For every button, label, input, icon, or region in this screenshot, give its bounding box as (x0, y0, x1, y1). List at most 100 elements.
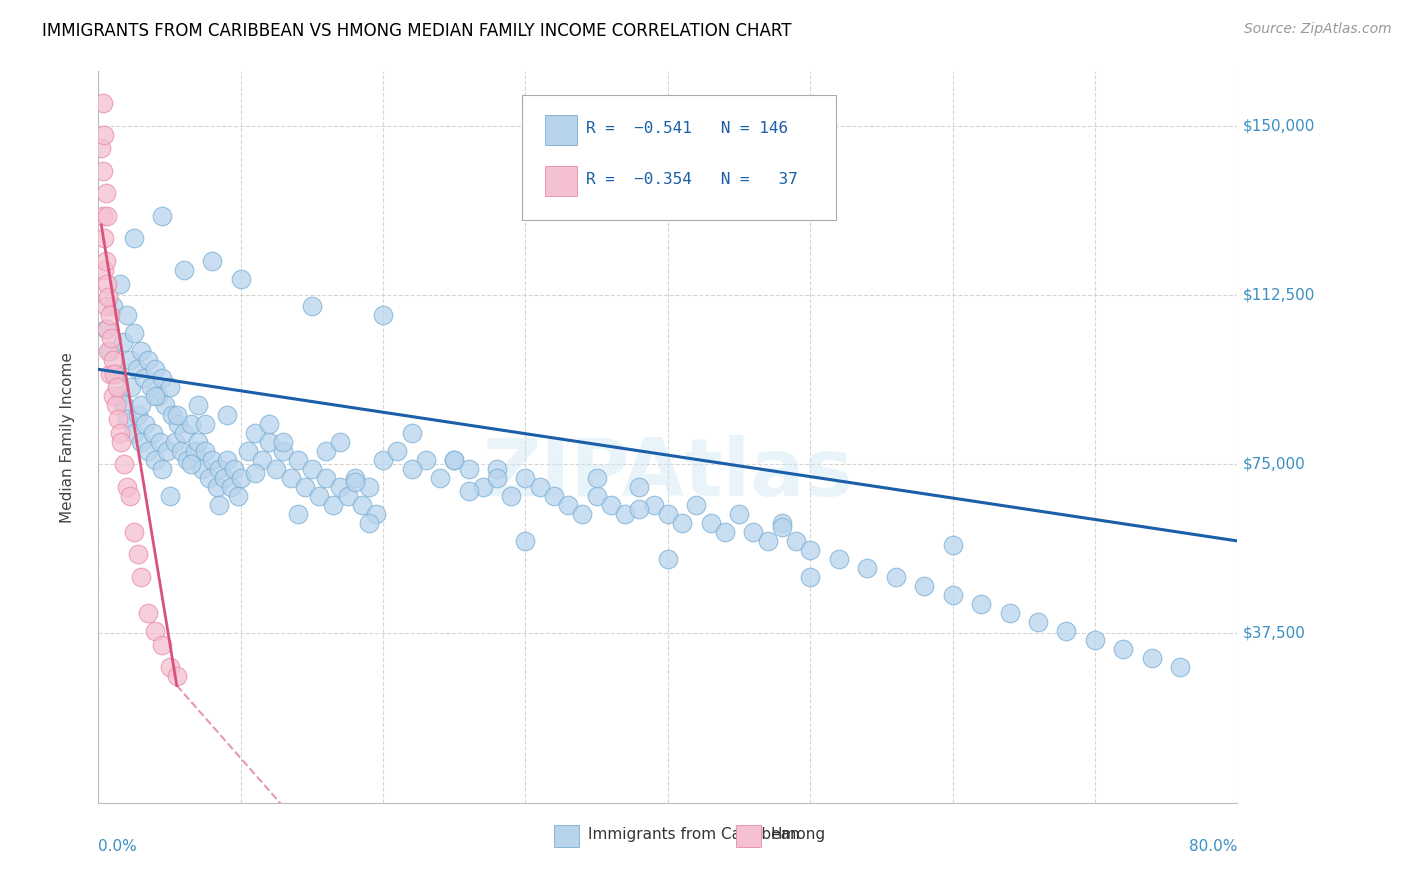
Point (557, 498, 579, 512)
Point (115, 412, 138, 426)
Text: Immigrants from Caribbean: Immigrants from Caribbean (588, 827, 800, 842)
Point (236, 443, 259, 458)
Point (205, 480, 228, 494)
Point (132, 371, 155, 385)
Point (159, 489, 181, 503)
Point (97, 344, 120, 359)
Point (728, 507, 751, 521)
Point (145, 452, 167, 467)
Point (457, 484, 479, 499)
Point (671, 516, 693, 530)
Point (315, 443, 337, 458)
Point (94, 299, 117, 313)
Point (145, 389, 167, 403)
Point (96, 209, 118, 223)
Point (1112, 642, 1135, 657)
Point (415, 452, 437, 467)
Point (1084, 633, 1107, 648)
Point (308, 489, 330, 503)
Point (912, 579, 935, 593)
Point (329, 434, 352, 449)
Point (94, 186, 117, 201)
Point (571, 507, 593, 521)
Point (401, 425, 423, 440)
Point (343, 475, 366, 490)
Point (173, 425, 195, 440)
Point (259, 434, 281, 449)
Point (219, 480, 242, 494)
Point (94, 322, 117, 336)
Text: ZIPAtlas: ZIPAtlas (482, 434, 853, 513)
Text: $75,000: $75,000 (1243, 457, 1306, 472)
Point (529, 480, 551, 494)
Point (148, 389, 170, 403)
Point (166, 408, 188, 422)
Point (1026, 615, 1049, 630)
Bar (554, 825, 579, 847)
Point (515, 471, 537, 485)
Point (614, 507, 637, 521)
Point (98, 367, 121, 381)
Point (108, 425, 131, 440)
Point (657, 552, 679, 566)
Point (215, 408, 238, 422)
Point (280, 471, 302, 485)
Point (112, 399, 135, 413)
Point (136, 353, 159, 368)
Point (998, 606, 1021, 620)
Point (129, 434, 152, 449)
Point (91, 95, 114, 110)
Point (122, 326, 145, 341)
Point (112, 457, 135, 471)
Point (785, 533, 807, 548)
Point (118, 353, 141, 368)
Point (250, 452, 273, 467)
Point (94, 254, 117, 268)
Text: IMMIGRANTS FROM CARIBBEAN VS HMONG MEDIAN FAMILY INCOME CORRELATION CHART: IMMIGRANTS FROM CARIBBEAN VS HMONG MEDIA… (42, 22, 792, 40)
Text: 80.0%: 80.0% (1189, 839, 1237, 855)
Point (129, 570, 152, 584)
Point (287, 507, 309, 521)
Point (329, 480, 352, 494)
Text: R =  −0.541   N = 146: R = −0.541 N = 146 (586, 121, 787, 136)
Point (155, 399, 177, 413)
Point (122, 524, 145, 539)
Point (212, 471, 235, 485)
Point (108, 389, 131, 403)
Point (201, 254, 224, 268)
Point (162, 408, 184, 422)
Point (229, 471, 252, 485)
Point (942, 538, 965, 552)
Point (176, 452, 198, 467)
Point (136, 443, 159, 458)
Point (104, 367, 127, 381)
Point (159, 380, 181, 394)
Point (149, 434, 172, 449)
Point (373, 308, 395, 322)
Point (184, 443, 207, 458)
Point (336, 489, 359, 503)
Point (110, 434, 132, 449)
Point (315, 471, 337, 485)
Point (101, 353, 124, 368)
Point (364, 507, 387, 521)
Point (107, 412, 129, 426)
Point (93, 128, 115, 142)
Point (273, 434, 295, 449)
Point (742, 524, 765, 539)
Point (443, 452, 465, 467)
Point (799, 543, 821, 558)
Point (401, 461, 423, 475)
Point (657, 507, 679, 521)
Point (429, 471, 451, 485)
Point (770, 520, 793, 534)
Point (322, 498, 344, 512)
Point (201, 452, 224, 467)
Point (90, 141, 112, 155)
Point (643, 498, 665, 512)
Point (194, 443, 217, 458)
Point (471, 480, 494, 494)
Point (1056, 624, 1078, 639)
Point (543, 489, 565, 503)
Point (145, 624, 167, 639)
